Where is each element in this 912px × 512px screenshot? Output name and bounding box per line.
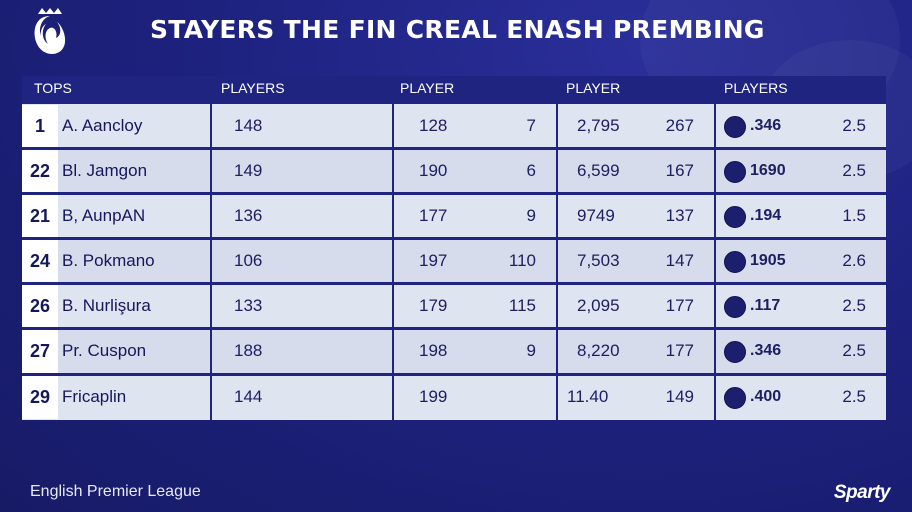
club-badge-icon: [724, 161, 746, 183]
stat-cell: 2.5: [842, 341, 866, 360]
stat-cell: 267: [665, 116, 694, 135]
table-row[interactable]: 26 B. Nurlişura 133 179 115 2,095 177 .1…: [22, 285, 886, 328]
club-badge-icon: [724, 296, 746, 318]
player-name[interactable]: Bl. Jamgon: [62, 161, 148, 180]
stat-cell: 149: [665, 387, 694, 406]
stat-cell: .194: [750, 207, 782, 224]
player-name[interactable]: Fricaplin: [62, 387, 127, 406]
header-player[interactable]: PLAYER: [400, 80, 455, 96]
stat-cell: 11.40: [567, 387, 609, 406]
stat-cell: 7: [526, 116, 536, 135]
stat-cell: 9: [526, 206, 536, 225]
row-rank: 21: [22, 195, 58, 238]
row-rank: 27: [22, 330, 58, 373]
table-row[interactable]: 22 Bl. Jamgon 149 190 6 6,599 167 1690 2…: [22, 150, 886, 193]
row-divider: [22, 373, 886, 376]
player-name[interactable]: B. Pokmano: [62, 251, 155, 270]
stat-cell: 179: [419, 296, 448, 315]
stat-cell: 2.5: [842, 116, 866, 135]
row-rank: 26: [22, 285, 58, 328]
stat-cell: 1.5: [842, 206, 866, 225]
stat-cell: 2.6: [842, 251, 866, 270]
stat-cell: 148: [234, 116, 263, 135]
brand-logo: Sparty: [833, 482, 891, 503]
stat-cell: 133: [234, 296, 263, 315]
row-rank: 1: [22, 105, 58, 148]
stat-cell: 2.5: [842, 387, 866, 406]
row-rank: 22: [22, 150, 58, 193]
header-tops[interactable]: TOPS: [34, 80, 72, 96]
stat-cell: 8,220: [577, 341, 620, 360]
row-divider: [22, 282, 886, 285]
stat-cell: 199: [419, 387, 448, 406]
stat-cell: 144: [234, 387, 263, 406]
stat-cell: 9749: [577, 206, 615, 225]
stat-cell: 198: [419, 341, 448, 360]
stat-cell: 110: [508, 251, 536, 270]
stat-cell: .346: [750, 342, 782, 359]
header-players[interactable]: PLAYERS: [221, 80, 285, 96]
stat-cell: .346: [750, 117, 782, 134]
lion-crest-icon: [30, 8, 70, 58]
club-badge-icon: [724, 387, 746, 409]
stat-cell: 1905: [750, 252, 786, 269]
stat-cell: .117: [750, 297, 781, 314]
stat-cell: 190: [419, 161, 448, 180]
table-row[interactable]: 21 B, AunpAN 136 177 9 9749 137 .194 1.5: [22, 195, 886, 238]
row-rank: 29: [22, 376, 58, 419]
header-player-2[interactable]: PLAYER: [566, 80, 621, 96]
player-name[interactable]: Pr. Cuspon: [62, 341, 147, 360]
player-name[interactable]: B. Nurlişura: [62, 296, 151, 315]
row-rank: 24: [22, 240, 58, 283]
stat-cell: 197: [419, 251, 448, 270]
column-divider: [714, 76, 716, 420]
player-stats-table: TOPS PLAYERS PLAYER PLAYER PLAYERS 1 A. …: [22, 76, 886, 420]
column-divider: [556, 76, 558, 420]
stat-cell: 177: [665, 296, 694, 315]
table-row[interactable]: 24 B. Pokmano 106 197 110 7,503 147 1905…: [22, 240, 886, 283]
stat-cell: 115: [508, 296, 536, 315]
row-divider: [22, 237, 886, 240]
stat-cell: 2.5: [842, 296, 866, 315]
stat-cell: 6: [526, 161, 536, 180]
table-row[interactable]: 29 Fricaplin 144 199 11.40 149 .400 2.5: [22, 376, 886, 419]
row-divider: [22, 327, 886, 330]
stat-cell: 6,599: [577, 161, 620, 180]
league-name: English Premier League: [30, 483, 201, 500]
stat-cell: 128: [419, 116, 448, 135]
stat-cell: 137: [665, 206, 694, 225]
stat-cell: 9: [526, 341, 536, 360]
stat-cell: 2.5: [842, 161, 866, 180]
club-badge-icon: [724, 341, 746, 363]
page-title: STAYERS THE FIN CREAL ENASH PREMBING: [150, 15, 765, 44]
stat-cell: 147: [665, 251, 694, 270]
stat-cell: 1690: [750, 162, 786, 179]
stat-cell: 7,503: [577, 251, 620, 270]
player-name[interactable]: B, AunpAN: [62, 206, 146, 225]
table-header: TOPS PLAYERS PLAYER PLAYER PLAYERS: [22, 76, 886, 104]
stat-cell: 149: [234, 161, 263, 180]
column-divider: [392, 76, 394, 420]
table-row[interactable]: 27 Pr. Cuspon 188 198 9 8,220 177 .346 2…: [22, 330, 886, 373]
stat-cell: 2,095: [577, 296, 620, 315]
club-badge-icon: [724, 206, 746, 228]
stat-cell: 188: [234, 341, 263, 360]
stat-cell: 136: [234, 206, 263, 225]
stat-cell: 177: [419, 206, 448, 225]
header-players-2[interactable]: PLAYERS: [724, 80, 788, 96]
stat-cell: .400: [750, 388, 782, 405]
club-badge-icon: [724, 116, 746, 138]
column-divider: [210, 76, 212, 420]
table-row[interactable]: 1 A. Aancloy 148 128 7 2,795 267 .346 2.…: [22, 105, 886, 148]
club-badge-icon: [724, 251, 746, 273]
stat-cell: 106: [234, 251, 263, 270]
row-divider: [22, 147, 886, 150]
player-name[interactable]: A. Aancloy: [62, 116, 143, 135]
stat-cell: 2,795: [577, 116, 620, 135]
stat-cell: 167: [665, 161, 694, 180]
row-divider: [22, 192, 886, 195]
stat-cell: 177: [665, 341, 694, 360]
